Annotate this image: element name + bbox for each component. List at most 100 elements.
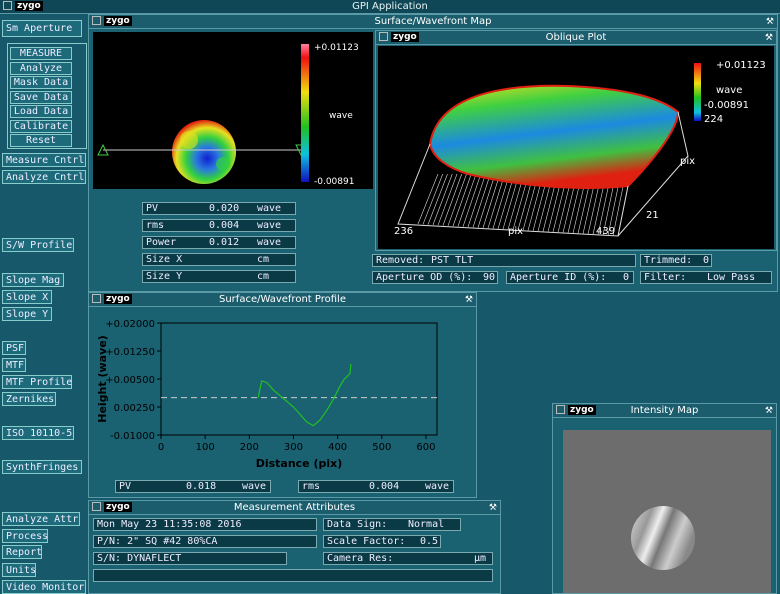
scale-factor-field: Scale Factor: 0.5	[323, 535, 441, 548]
wrench-icon[interactable]: ⚒	[488, 503, 497, 513]
stat-value: 0.004	[369, 481, 400, 492]
x-axis-label: Distance (pix)	[256, 457, 343, 470]
close-icon[interactable]	[92, 294, 101, 303]
sidebar-button[interactable]: Calibrate	[10, 120, 72, 133]
sidebar-button[interactable]: MTF Profile	[2, 375, 72, 389]
stat-unit: wave	[425, 481, 450, 492]
app-title: GPI Application	[352, 1, 428, 12]
colorbar-max: +0.01123	[716, 60, 766, 71]
comment-field[interactable]	[93, 569, 493, 582]
button-group	[7, 43, 87, 149]
wavefront-patch	[216, 157, 230, 171]
wrench-icon[interactable]: ⚒	[464, 295, 473, 305]
close-icon[interactable]	[3, 1, 12, 10]
sidebar-button[interactable]: ISO 10110-5	[2, 426, 74, 440]
colorbar-max: +0.01123	[314, 43, 359, 53]
window-title: Measurement Attributes	[233, 502, 356, 513]
close-icon[interactable]	[92, 502, 101, 511]
sidebar-button[interactable]: Report	[2, 545, 42, 559]
skirt-line	[452, 173, 472, 227]
y-min-label: 21	[646, 210, 659, 221]
close-icon[interactable]	[556, 405, 565, 414]
skirt-line	[427, 173, 448, 225]
skirt-line	[582, 181, 596, 234]
title-bar: zygo Measurement Attributes ⚒	[89, 501, 500, 515]
value: 90	[483, 272, 496, 283]
sidebar-button[interactable]: S/W Profile	[2, 238, 74, 252]
sidebar-button[interactable]: Sm Aperture	[2, 20, 82, 37]
value: Normal	[408, 519, 445, 530]
value: 0	[703, 255, 710, 266]
profile-start-marker[interactable]	[97, 143, 109, 156]
title-bar: zygo Surface/Wavefront Map ⚒	[89, 15, 777, 29]
surface	[428, 84, 680, 189]
stat-unit: wave	[257, 237, 282, 248]
stat-label: Size Y	[146, 271, 183, 282]
sidebar-button[interactable]: Measure Cntrl	[2, 153, 86, 167]
x-tick-label: 100	[196, 442, 215, 453]
stat-field: rms 0.004 wave	[142, 219, 296, 232]
stat-field: PV 0.018 wave	[115, 480, 271, 493]
sidebar-button[interactable]: Zernikes	[2, 392, 56, 406]
skirt-line	[472, 174, 491, 228]
stat-field: Power 0.012 wave	[142, 236, 296, 249]
skirt-line	[577, 181, 591, 234]
close-icon[interactable]	[92, 16, 101, 25]
value: Mon May 23 11:35:08 2016	[97, 519, 242, 530]
label: Removed:	[376, 255, 425, 266]
sidebar-button[interactable]: MTF	[2, 358, 26, 372]
label: Scale Factor:	[327, 536, 406, 547]
y-tick-label: +0.02000	[105, 319, 155, 330]
title-bar: zygo Surface/Wavefront Profile ⚒	[89, 293, 476, 307]
logo: zygo	[15, 1, 43, 11]
sidebar-button[interactable]: Slope X	[2, 290, 52, 304]
colorbar-unit: wave	[716, 85, 742, 96]
sidebar-button[interactable]: MEASURE	[10, 47, 72, 60]
sidebar-button[interactable]: SynthFringes	[2, 460, 82, 474]
sidebar-button[interactable]: PSF	[2, 341, 26, 355]
sidebar-button[interactable]: Mask Data	[10, 76, 72, 89]
sidebar-button[interactable]: Video Monitor	[2, 580, 86, 594]
plot-frame	[160, 322, 438, 436]
wrench-icon[interactable]: ⚒	[764, 406, 773, 416]
stat-field: rms 0.004 wave	[298, 480, 454, 493]
oblique-window: zygo Oblique Plot ⚒	[375, 30, 777, 251]
pn-field: P/N: 2" SQ #42 80%CA	[93, 535, 317, 548]
sidebar-button[interactable]: Analyze Attr	[2, 512, 80, 526]
skirt-line	[607, 184, 619, 236]
x-tick-label: 400	[328, 442, 347, 453]
skirt-line	[597, 183, 610, 235]
skirt-line	[612, 185, 624, 236]
value: PST TLT	[431, 255, 474, 266]
sidebar-button[interactable]: Slope Mag	[2, 273, 64, 287]
value: 0.5	[420, 536, 439, 547]
sidebar-button[interactable]: Analyze Cntrl	[2, 170, 86, 184]
stat-value: 0.004	[209, 220, 240, 231]
skirt-line	[587, 182, 600, 235]
window-title: Oblique Plot	[545, 32, 607, 43]
stat-label: rms	[302, 481, 321, 492]
colorbar-min: -0.00891	[314, 177, 354, 187]
skirt-line	[572, 180, 586, 234]
sidebar-button[interactable]: Process	[2, 529, 48, 543]
sidebar-button[interactable]: Save Data	[10, 91, 72, 104]
wrench-icon[interactable]: ⚒	[764, 33, 773, 43]
wrench-icon[interactable]: ⚒	[765, 17, 774, 27]
sidebar-button[interactable]: Analyze	[10, 62, 72, 75]
window-title: Surface/Wavefront Profile	[219, 294, 346, 305]
label: Camera Res:	[327, 553, 394, 564]
aperture-id-field: Aperture ID (%): 0	[506, 271, 634, 284]
skirt-line	[492, 174, 510, 229]
stat-field: Size Y cm	[142, 270, 296, 283]
y-tick-label: +0.00500	[105, 375, 155, 386]
sidebar-button[interactable]: Slope Y	[2, 307, 52, 321]
value: 0	[623, 272, 630, 283]
sidebar-button[interactable]: Load Data	[10, 105, 72, 118]
sidebar-button[interactable]: Reset	[10, 134, 72, 147]
profile-line	[257, 364, 352, 427]
trimmed-field: Trimmed: 0	[640, 254, 712, 267]
x-min-label: 236	[394, 226, 413, 237]
close-icon[interactable]	[379, 32, 388, 41]
sidebar-button[interactable]: Units	[2, 563, 36, 577]
base-outline	[397, 143, 629, 237]
